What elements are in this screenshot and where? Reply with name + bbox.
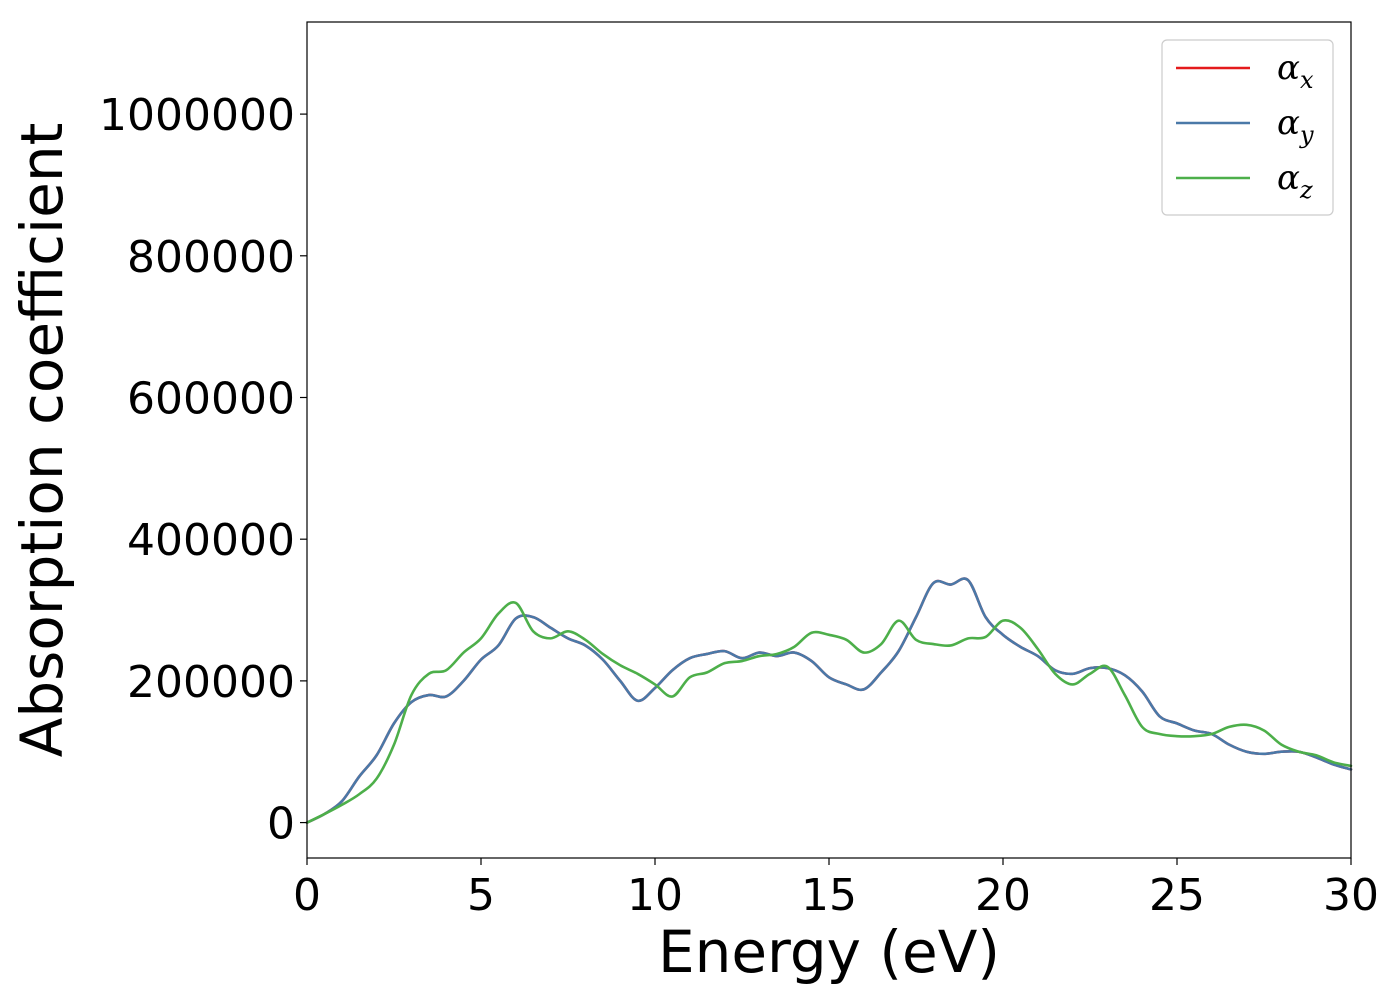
x-tick-label: 15 <box>801 870 857 921</box>
y-tick-label: 600000 <box>127 373 295 424</box>
legend-box <box>1161 39 1334 216</box>
x-tick-label: 30 <box>1323 870 1379 921</box>
y-tick-label: 400000 <box>127 515 295 566</box>
y-tick-label: 200000 <box>127 657 295 708</box>
x-tick-label: 20 <box>975 870 1031 921</box>
x-axis-label: Energy (eV) <box>658 918 1000 986</box>
x-tick-label: 10 <box>627 870 683 921</box>
x-tick-label: 0 <box>293 870 321 921</box>
y-tick-label: 1000000 <box>99 90 295 141</box>
y-tick-label: 800000 <box>127 232 295 283</box>
y-axis: 0 200000 400000 600000 800000 1000000 <box>99 90 307 850</box>
y-tick-label: 0 <box>267 799 295 850</box>
x-axis: 0 5 10 15 20 25 30 <box>293 858 1379 921</box>
series-line-y <box>305 577 1353 824</box>
x-tick-label: 25 <box>1149 870 1205 921</box>
series-layer <box>305 577 1353 824</box>
y-axis-label: Absorption coefficient <box>8 123 76 758</box>
series-line-z <box>305 601 1353 824</box>
x-tick-label: 5 <box>467 870 495 921</box>
